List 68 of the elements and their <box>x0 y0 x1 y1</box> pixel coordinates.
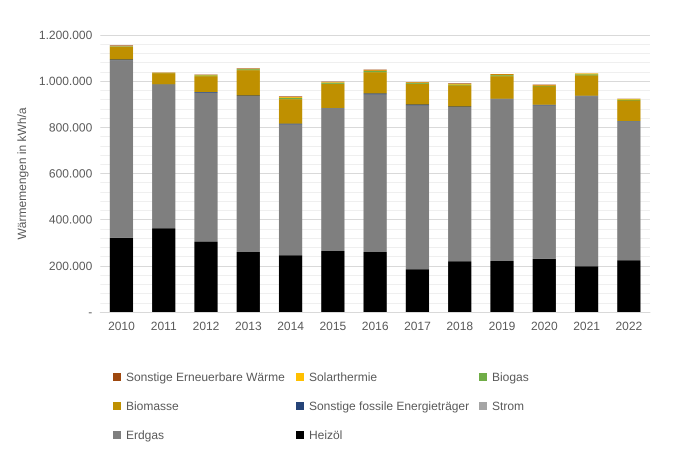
bar <box>194 242 218 312</box>
bar <box>532 86 556 105</box>
bar <box>194 76 218 92</box>
bar <box>278 255 302 312</box>
bar <box>236 70 260 96</box>
bar <box>448 85 472 107</box>
bar <box>152 228 176 312</box>
bar <box>194 92 218 242</box>
y-tick-label: 1.000.000 <box>38 74 93 88</box>
bar <box>617 122 640 260</box>
x-tick-label: 2015 <box>320 319 347 333</box>
x-tick-label: 2021 <box>573 319 600 333</box>
bar <box>448 107 472 262</box>
y-tick-label: 800.000 <box>48 120 93 134</box>
legend-label: Sonstige Erneuerbare Wärme <box>126 370 286 384</box>
x-tick-label: 2018 <box>446 319 474 333</box>
y-axis-title: Wärmemengen in kWh/a <box>15 107 29 240</box>
legend-label: Solarthermie <box>309 370 378 384</box>
bar <box>448 261 472 312</box>
y-tick-label: 400.000 <box>48 212 93 227</box>
x-tick-label: 2022 <box>616 319 643 333</box>
legend-label: Biogas <box>492 370 529 384</box>
bar <box>110 60 134 238</box>
legend-label: Sonstige fossile Energieträger <box>309 399 470 413</box>
bar <box>278 124 302 256</box>
bar <box>321 251 344 312</box>
bar <box>406 84 430 104</box>
bar <box>236 252 260 312</box>
x-tick-label: 2020 <box>530 319 558 333</box>
y-tick-label: 1.200.000 <box>38 28 93 42</box>
x-tick-label: 2014 <box>277 319 304 333</box>
bar <box>574 266 598 312</box>
bar <box>490 76 514 99</box>
x-tick-label: 2016 <box>362 319 389 333</box>
x-tick-label: 2010 <box>108 319 136 333</box>
bar <box>364 252 387 312</box>
bar <box>532 258 556 312</box>
bar <box>364 72 387 94</box>
x-tick-label: 2013 <box>234 319 262 333</box>
legend-label: Heizöl <box>309 428 342 442</box>
bar <box>490 260 514 312</box>
x-tick-label: 2017 <box>404 319 432 333</box>
bar <box>321 108 344 252</box>
bar <box>152 73 176 84</box>
bar <box>110 238 134 312</box>
bar <box>490 99 514 261</box>
bar <box>406 269 430 312</box>
bar <box>617 260 640 312</box>
bar <box>321 84 344 108</box>
y-tick-label: 600.000 <box>48 166 93 180</box>
bar <box>617 100 640 122</box>
y-tick-label: 200.000 <box>48 258 93 273</box>
bar <box>278 99 302 124</box>
bar <box>364 94 387 252</box>
bar <box>574 96 598 266</box>
x-tick-label: 2019 <box>488 319 516 333</box>
bar <box>152 84 176 228</box>
legend-label: Strom <box>492 399 524 413</box>
bar <box>574 75 598 96</box>
x-tick-label: 2012 <box>192 319 220 333</box>
y-tick-label: - <box>88 305 92 319</box>
bar <box>406 105 430 270</box>
legend-label: Erdgas <box>126 428 164 442</box>
x-tick-label: 2011 <box>150 319 177 333</box>
bar <box>236 96 260 252</box>
bar <box>110 46 134 60</box>
legend-label: Biomasse <box>126 399 180 413</box>
bar <box>532 105 556 259</box>
